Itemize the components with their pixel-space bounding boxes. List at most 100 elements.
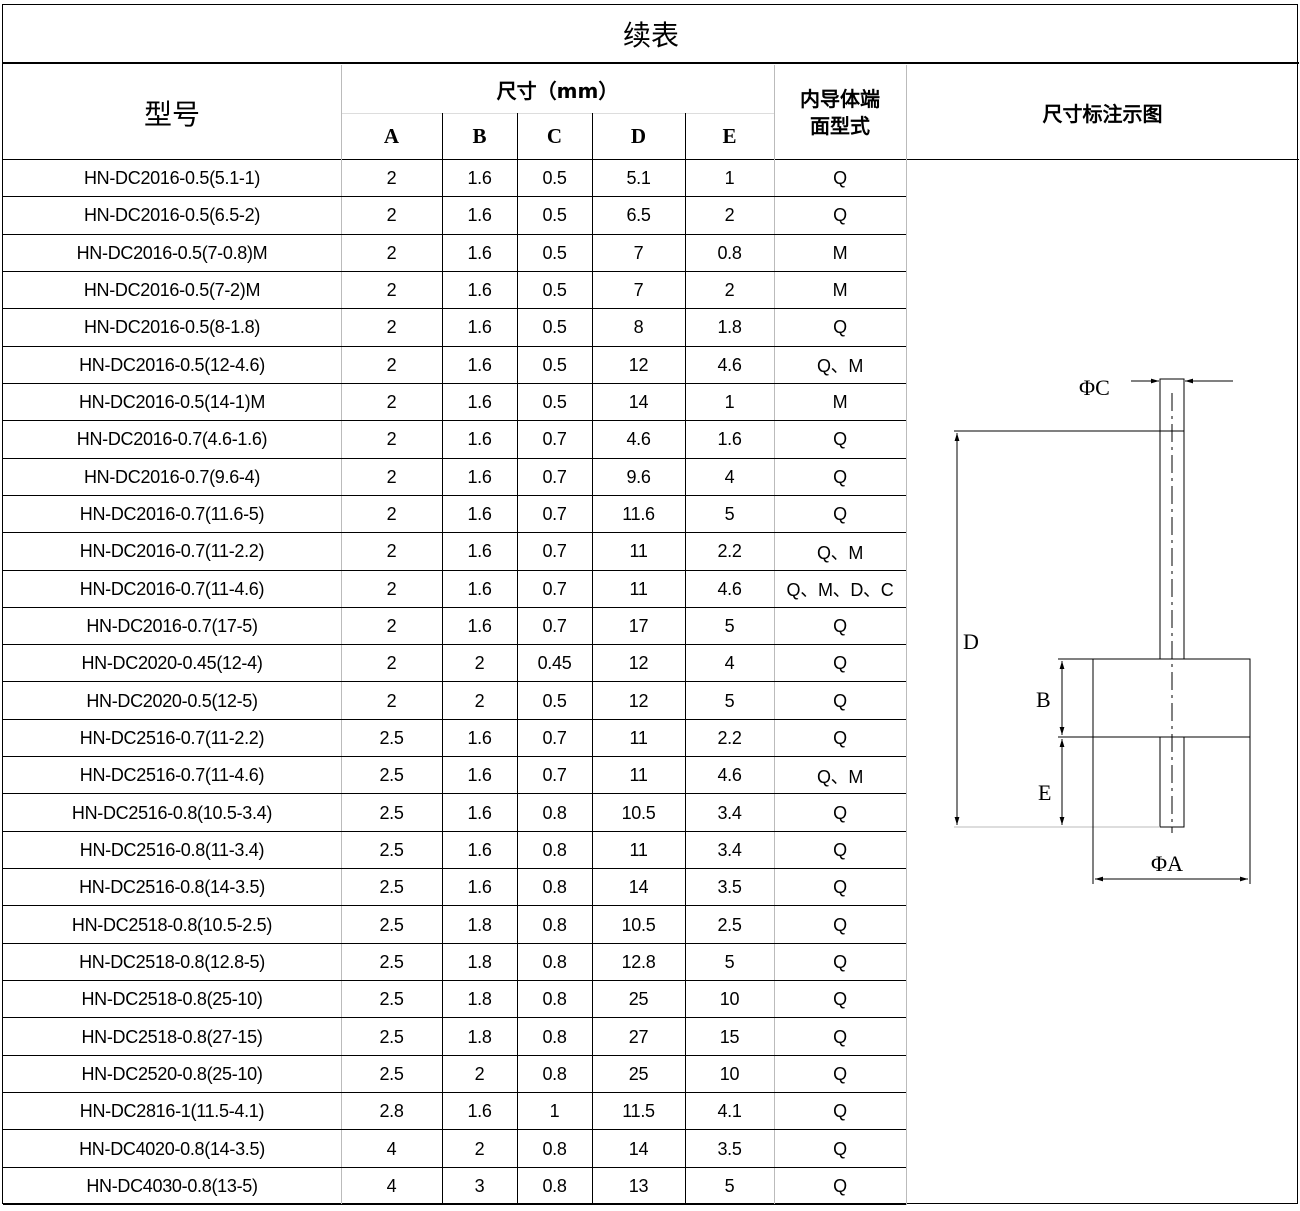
cell-c: 0.7 (542, 466, 567, 487)
cell-e: 5 (724, 690, 735, 711)
label-phi-a: ΦA (1151, 851, 1183, 876)
cell-e: 2.2 (717, 541, 742, 562)
cell-c: 0.5 (542, 205, 567, 226)
cell-e: 5 (724, 951, 735, 972)
cell-c: 0.5 (542, 354, 567, 375)
table-row: HN-DC2016-0.5(7-2)M 2 1.6 0.5 7 2 M (3, 272, 906, 310)
cell-a: 2.5 (379, 1063, 404, 1084)
table-row: HN-DC2016-0.5(6.5-2) 2 1.6 0.5 6.5 2 Q (3, 197, 906, 235)
cell-conductor-type: Q (833, 1175, 847, 1196)
table-row: HN-DC2016-0.5(8-1.8) 2 1.6 0.5 8 1.8 Q (3, 309, 906, 347)
table-row: HN-DC2016-0.5(14-1)M 2 1.6 0.5 14 1 M (3, 384, 906, 422)
cell-b: 1.6 (467, 877, 492, 898)
cell-d: 11.5 (622, 1101, 655, 1122)
table-row: HN-DC2020-0.5(12-5) 2 2 0.5 12 5 Q (3, 683, 906, 720)
cell-e: 0.8 (717, 242, 742, 263)
cell-e: 3.5 (717, 877, 742, 898)
cell-model: HN-DC4030-0.8(13-5) (86, 1175, 258, 1196)
cell-conductor-type: M (832, 280, 848, 301)
cell-c: 0.8 (542, 914, 567, 935)
cell-model: HN-DC2816-1(11.5-4.1) (79, 1101, 265, 1122)
cell-d: 9.6 (626, 466, 651, 487)
cell-a: 2 (386, 354, 397, 375)
dimension-diagram (954, 378, 1251, 884)
cell-e: 2.5 (717, 914, 742, 935)
cell-d: 11 (629, 578, 648, 599)
table-row: HN-DC2016-0.7(17-5) 2 1.6 0.7 17 5 Q (3, 608, 906, 646)
cell-model: HN-DC2518-0.8(12.8-5) (79, 951, 265, 972)
label-e: E (1038, 780, 1052, 805)
cell-conductor-type: M (832, 242, 848, 263)
cell-model: HN-DC2518-0.8(10.5-2.5) (71, 914, 273, 935)
cell-c: 0.5 (542, 242, 567, 263)
header-col-e: E (722, 124, 737, 148)
label-b: B (1036, 687, 1051, 712)
cell-e: 2 (724, 280, 735, 301)
table-row: HN-DC2518-0.8(25-10) 2.5 1.8 0.8 25 10 Q (3, 981, 906, 1019)
cell-conductor-type: Q (833, 429, 847, 450)
cell-d: 10.5 (621, 914, 656, 935)
cell-d: 14 (628, 877, 649, 898)
cell-a: 2 (386, 168, 397, 189)
cell-b: 1.6 (467, 317, 492, 338)
cell-conductor-type: Q、M (816, 356, 864, 377)
cell-conductor-type: Q (833, 1063, 847, 1084)
cell-b: 1.6 (467, 242, 492, 263)
cell-conductor-type: Q (833, 317, 847, 338)
cell-a: 2.5 (379, 765, 404, 786)
cell-a: 2 (386, 616, 397, 636)
cell-d: 12 (628, 354, 649, 375)
cell-c: 0.8 (542, 1175, 567, 1196)
cell-c: 0.5 (542, 690, 567, 711)
cell-b: 1.6 (467, 578, 492, 599)
cell-a: 2.5 (379, 951, 404, 972)
table-row: HN-DC2516-0.8(14-3.5) 2.5 1.6 0.8 14 3.5 Q (3, 869, 906, 907)
table-row: HN-DC2016-0.7(9.6-4) 2 1.6 0.7 9.6 4 Q (3, 459, 906, 496)
table-row: HN-DC2016-0.7(4.6-1.6) 2 1.6 0.7 4.6 1.6 Q (3, 421, 906, 459)
header-type-line1: 内导体端 (800, 86, 880, 111)
cell-conductor-type: Q (833, 989, 847, 1010)
cell-e: 1.8 (717, 317, 742, 338)
cell-c: 0.8 (542, 1026, 567, 1047)
cell-c: 0.8 (542, 1138, 567, 1159)
cell-conductor-type: Q、M (816, 766, 864, 787)
cell-e: 2.2 (717, 727, 742, 748)
cell-b: 1.8 (467, 1026, 492, 1047)
cell-b: 2 (474, 1063, 485, 1084)
cell-c: 0.7 (542, 541, 567, 562)
cell-e: 1 (724, 392, 735, 413)
cell-e: 3.4 (717, 839, 742, 860)
cell-conductor-type: Q (833, 205, 847, 226)
cell-e: 4.6 (717, 354, 742, 375)
table-row: HN-DC4020-0.8(14-3.5) 4 2 0.8 14 3.5 Q (3, 1130, 906, 1168)
cell-c: 0.7 (542, 616, 567, 636)
cell-c: 0.8 (542, 951, 567, 972)
cell-conductor-type: Q (833, 951, 847, 972)
table-row: HN-DC2016-0.5(12-4.6) 2 1.6 0.5 12 4.6 Q、M (3, 347, 906, 384)
cell-model: HN-DC2520-0.8(25-10) (81, 1063, 263, 1084)
cell-b: 1.6 (467, 1101, 492, 1122)
table-row: HN-DC2016-0.7(11-4.6) 2 1.6 0.7 11 4.6 Q、M、D、C (3, 571, 906, 608)
cell-d: 12.8 (621, 951, 656, 972)
header-diagram: 尺寸标注示图 (1042, 102, 1163, 126)
cell-model: HN-DC2516-0.7(11-2.2) (79, 727, 265, 748)
cell-b: 2 (474, 1138, 485, 1159)
cell-e: 5 (724, 616, 735, 636)
cell-model: HN-DC4020-0.8(14-3.5) (79, 1138, 265, 1159)
cell-a: 2.5 (379, 839, 404, 860)
cell-d: 11 (629, 765, 648, 786)
cell-d: 5.1 (626, 168, 651, 189)
cell-conductor-type: Q、M、D、C (786, 580, 894, 601)
header-col-b: B (472, 124, 487, 148)
cell-model: HN-DC2516-0.8(11-3.4) (79, 839, 265, 860)
cell-b: 2 (474, 690, 485, 711)
cell-b: 1.6 (467, 727, 492, 748)
cell-model: HN-DC2516-0.8(10.5-3.4) (71, 802, 273, 823)
table-row: HN-DC2520-0.8(25-10) 2.5 2 0.8 25 10 Q (3, 1056, 906, 1094)
cell-b: 3 (474, 1175, 485, 1196)
cell-a: 2 (386, 653, 397, 674)
table-row: HN-DC2516-0.7(11-2.2) 2.5 1.6 0.7 11 2.2 Q (3, 720, 906, 758)
table-row: HN-DC4030-0.8(13-5) 4 3 0.8 13 5 Q (3, 1168, 906, 1205)
cell-d: 27 (628, 1026, 649, 1047)
cell-b: 1.6 (467, 168, 492, 189)
